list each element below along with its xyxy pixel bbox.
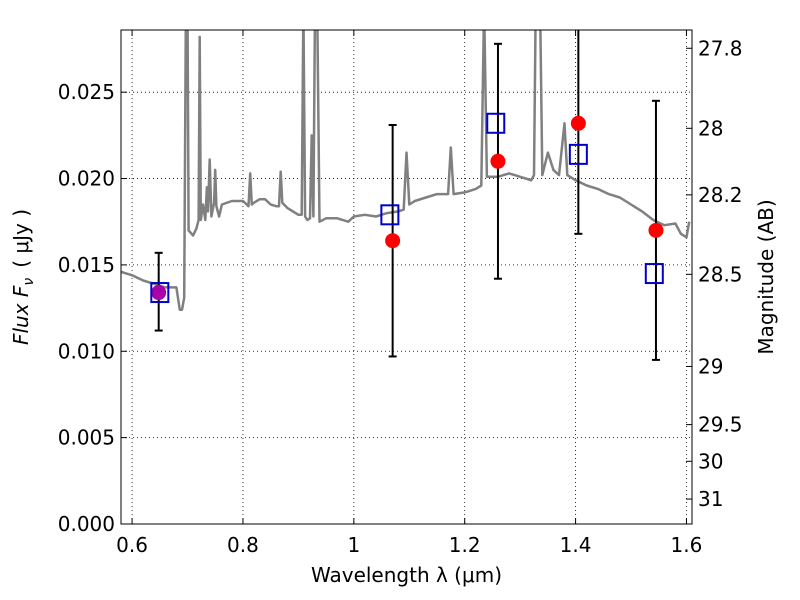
- model-photometry-square: [644, 263, 664, 285]
- x-tick-label: 1.4: [560, 533, 592, 557]
- y-axis-label: Flux Fν ( μJy ): [9, 209, 37, 345]
- y2-tick-label: 28.5: [698, 262, 743, 286]
- y2-tick-label: 29: [698, 354, 723, 378]
- x-tick-label: 1.2: [449, 533, 481, 557]
- model-photometry-square: [150, 282, 170, 304]
- y2-tick-label: 29.5: [698, 413, 743, 437]
- plot-frame: [120, 29, 693, 525]
- observed-point: [648, 222, 664, 238]
- observed-point: [570, 115, 586, 131]
- plot-area: [121, 30, 691, 361]
- y-tick-label: 0.020: [58, 167, 115, 191]
- y-tick-label: 0.000: [58, 512, 115, 536]
- y2-tick-label: 30: [698, 449, 723, 473]
- y2-axis-label: Magnitude (AB): [754, 199, 778, 354]
- x-tick-label: 1.6: [671, 533, 703, 557]
- y-tick-label: 0.010: [58, 339, 115, 363]
- model-spectrum-line: [121, 30, 691, 312]
- axis-labels: Wavelength λ (μm) Flux Fν ( μJy ) Magnitu…: [9, 199, 778, 587]
- x-tick-label: 1: [347, 533, 360, 557]
- x-tick-label: 0.8: [227, 533, 259, 557]
- model-photometry-square: [380, 204, 400, 226]
- model-photometry-square: [568, 143, 588, 165]
- y-tick-label: 0.015: [58, 253, 115, 277]
- y-axis-label-unit: ( μJy ): [9, 209, 33, 268]
- observed-point: [385, 233, 401, 249]
- y2-tick-label: 31: [698, 487, 723, 511]
- x-axis-label: Wavelength λ (μm): [311, 563, 502, 587]
- y-tick-label: 0.005: [58, 426, 115, 450]
- y-axis-label-main: Flux F: [9, 285, 33, 345]
- y2-tick-label: 27.8: [698, 36, 743, 60]
- model-photometry-square: [486, 112, 506, 134]
- axes: 0.6 0.8 1 1.2 1.4 1.6 0.000 0.005 0.010 0.015 0.02…: [58, 30, 743, 557]
- y2-tick-label: 28.2: [698, 183, 743, 207]
- observed-point: [490, 153, 506, 169]
- y2-tick-label: 28: [698, 116, 723, 140]
- y-tick-label: 0.025: [58, 80, 115, 104]
- x-tick-label: 0.6: [116, 533, 148, 557]
- y-axis-label-subscript: ν: [21, 278, 37, 286]
- grid-lines: [121, 30, 692, 524]
- observed-point: [151, 285, 167, 301]
